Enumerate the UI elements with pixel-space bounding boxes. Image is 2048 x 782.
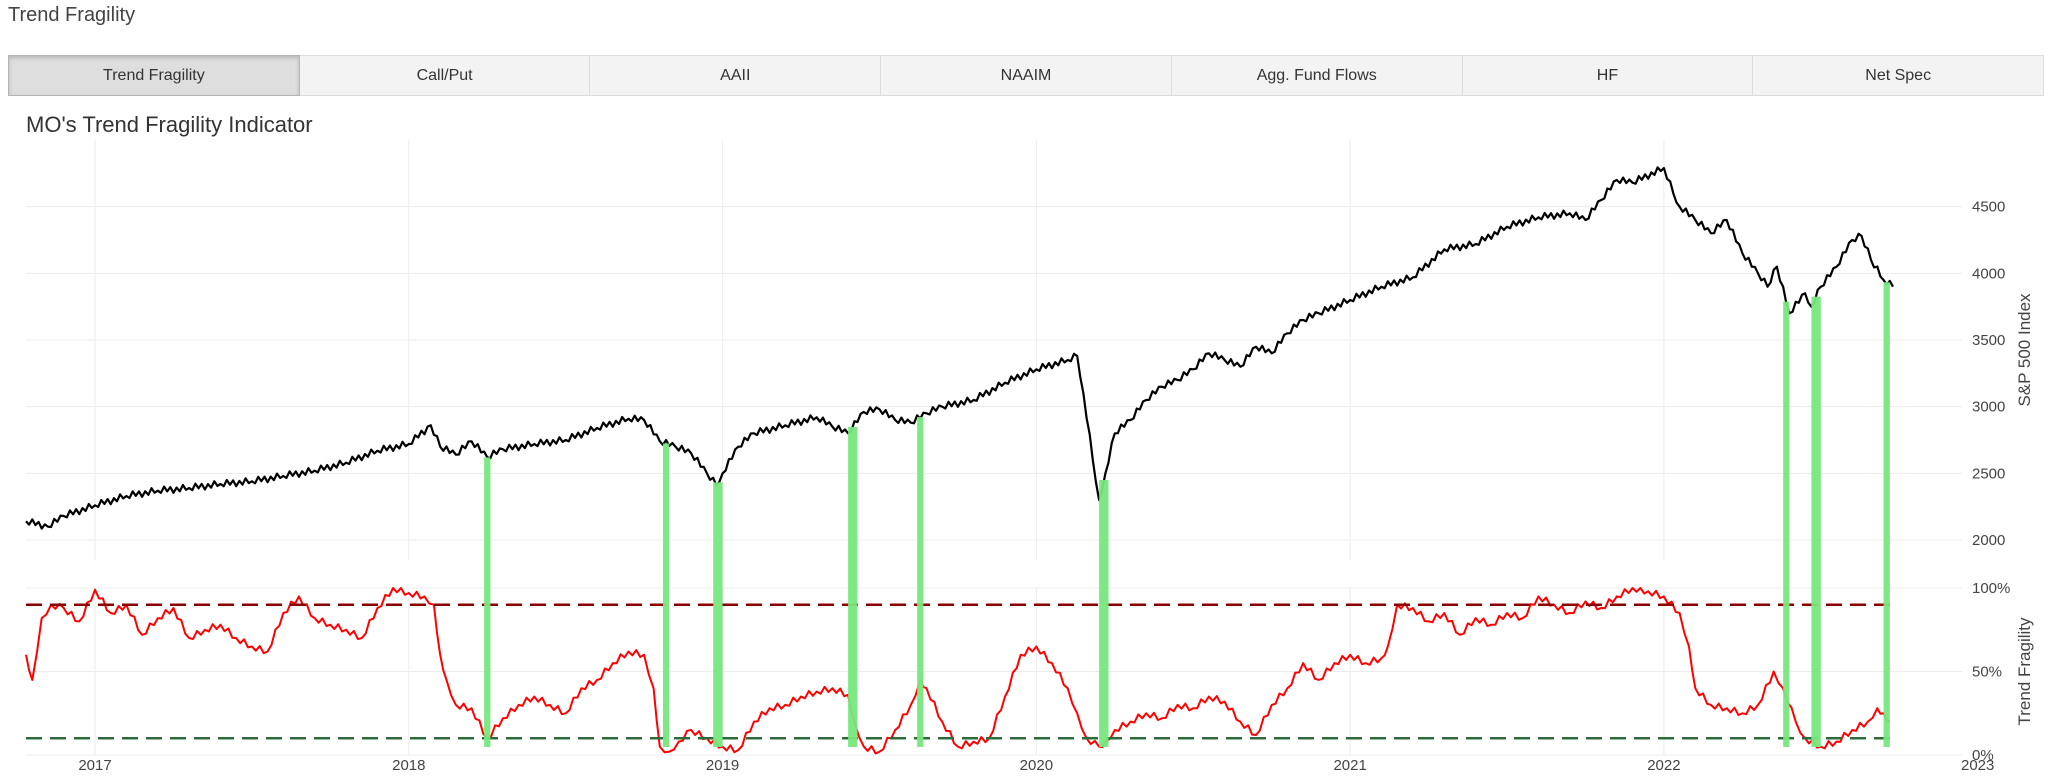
grid-lines bbox=[26, 140, 1962, 756]
tab-net-spec[interactable]: Net Spec bbox=[1753, 55, 2045, 96]
y-tick-label-top: 3500 bbox=[1972, 332, 2005, 349]
signal-band bbox=[917, 417, 924, 747]
x-tick-label: 2021 bbox=[1333, 757, 1366, 774]
trend-fragility-line bbox=[25, 587, 1891, 755]
signal-band bbox=[848, 426, 858, 747]
tab-naaim[interactable]: NAAIM bbox=[881, 55, 1172, 96]
signal-band bbox=[713, 482, 723, 747]
tab-aaii[interactable]: AAII bbox=[590, 55, 882, 96]
signal-band bbox=[1099, 480, 1109, 747]
chart-title: MO's Trend Fragility Indicator bbox=[26, 112, 313, 137]
y-tick-label-bottom: 0% bbox=[1972, 747, 1994, 764]
page-title: Trend Fragility bbox=[8, 4, 136, 26]
y-axis-title-top: S&P 500 Index bbox=[2015, 293, 2034, 407]
x-tick-label: 2022 bbox=[1647, 757, 1680, 774]
x-tick-label: 2023 bbox=[1961, 757, 1994, 774]
y-tick-label-top: 4500 bbox=[1972, 199, 2005, 216]
x-tick-label: 2017 bbox=[78, 757, 111, 774]
y-tick-label-top: 3000 bbox=[1972, 399, 2005, 416]
tab-hf[interactable]: HF bbox=[1462, 55, 1754, 96]
x-tick-label: 2020 bbox=[1020, 757, 1053, 774]
y-tick-label-top: 2000 bbox=[1972, 532, 2005, 549]
tab-trend-fragility[interactable]: Trend Fragility bbox=[8, 55, 300, 96]
tab-agg-fund-flows[interactable]: Agg. Fund Flows bbox=[1171, 55, 1463, 96]
y-tick-label-top: 2500 bbox=[1972, 465, 2005, 482]
signal-band bbox=[1783, 301, 1790, 747]
signal-band bbox=[1883, 282, 1890, 747]
signal-band bbox=[1811, 296, 1821, 747]
x-tick-label: 2018 bbox=[392, 757, 425, 774]
y-tick-label-top: 4000 bbox=[1972, 265, 2005, 282]
x-tick-label: 2019 bbox=[706, 757, 739, 774]
y-tick-label-bottom: 50% bbox=[1972, 664, 2002, 681]
y-axis-title-bottom: Trend Fragility bbox=[2015, 617, 2034, 726]
signal-band bbox=[662, 443, 670, 747]
y-tick-label-bottom: 100% bbox=[1972, 580, 2010, 597]
tab-call-put[interactable]: Call/Put bbox=[299, 55, 591, 96]
sp500-price-line bbox=[25, 166, 1894, 530]
signal-band bbox=[484, 457, 491, 747]
tab-bar: Trend Fragility Call/Put AAII NAAIM Agg.… bbox=[8, 55, 2045, 96]
